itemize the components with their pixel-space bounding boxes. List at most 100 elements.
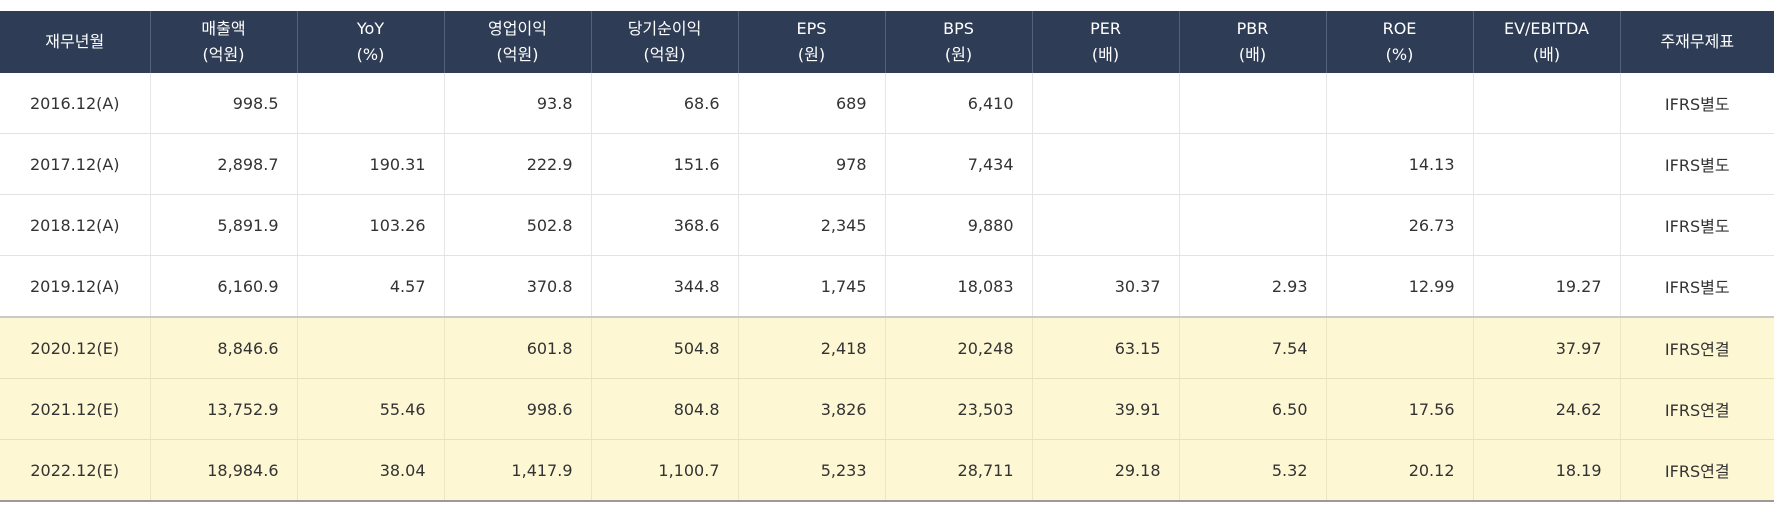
table-cell: 5.32 (1178, 439, 1326, 502)
column-header-label: YoY (356, 19, 385, 38)
table-cell: 28,711 (884, 439, 1032, 502)
table-cell: 12.99 (1325, 255, 1473, 318)
table-cell: 20,248 (884, 316, 1032, 379)
column-header-label: 재무년월 (45, 32, 105, 51)
column-header: PBR (배) (1178, 11, 1326, 73)
table-cell: IFRS별도 (1619, 194, 1774, 256)
table-cell: IFRS별도 (1619, 255, 1774, 318)
table-cell: 18.19 (1472, 439, 1620, 502)
table-cell: 2022.12(E) (0, 439, 150, 502)
column-header-unit: (억원) (202, 45, 245, 64)
table-row: 2017.12(A) 2,898.7 190.31 222.9 151.6 978 7,43… (0, 133, 1774, 195)
table-cell: 1,417.9 (443, 439, 591, 502)
table-cell (296, 316, 444, 379)
table-cell: 6.50 (1178, 378, 1326, 440)
table-cell: 502.8 (443, 194, 591, 256)
table-cell: 103.26 (296, 194, 444, 256)
column-header-unit: (배) (1238, 45, 1267, 64)
table-row: 2021.12(E) 13,752.9 55.46 998.6 804.8 3,826 23… (0, 378, 1774, 440)
table-cell: 93.8 (443, 73, 591, 134)
column-header: 주재무제표 (1619, 11, 1774, 73)
table-cell: 1,745 (737, 255, 885, 318)
table-cell: 63.15 (1031, 316, 1179, 379)
table-cell: 55.46 (296, 378, 444, 440)
table-cell (296, 73, 444, 134)
column-header: EPS (원) (737, 11, 885, 73)
table-cell: 19.27 (1472, 255, 1620, 318)
column-header-unit: (억원) (496, 45, 539, 64)
column-header-unit: (배) (1091, 45, 1120, 64)
column-header-label: PER (1090, 19, 1121, 38)
table-cell (1472, 194, 1620, 256)
table-cell: 2020.12(E) (0, 316, 150, 379)
table-cell: IFRS별도 (1619, 73, 1774, 134)
table-cell (1178, 133, 1326, 195)
column-header: 당기순이익 (억원) (590, 11, 738, 73)
table-cell: 2.93 (1178, 255, 1326, 318)
table-cell: 7.54 (1178, 316, 1326, 379)
table-row: 2022.12(E) 18,984.6 38.04 1,417.9 1,100.7 5,2… (0, 439, 1774, 502)
table-cell: 5,233 (737, 439, 885, 502)
table-cell: 39.91 (1031, 378, 1179, 440)
table-cell: 29.18 (1031, 439, 1179, 502)
table-cell (1325, 73, 1473, 134)
table-cell: 37.97 (1472, 316, 1620, 379)
table-cell: 6,160.9 (149, 255, 297, 318)
table-cell (1178, 194, 1326, 256)
table-cell: 978 (737, 133, 885, 195)
table-cell: 151.6 (590, 133, 738, 195)
financial-summary-table: 재무년월 매출액 (억원) YoY (%) 영업이익 (억원) 당기순이익 (억원) EPS (원)… (0, 11, 1774, 502)
table-cell: 2021.12(E) (0, 378, 150, 440)
table-cell: IFRS연결 (1619, 378, 1774, 440)
table-cell: 2,418 (737, 316, 885, 379)
column-header-unit: (%) (1385, 45, 1414, 64)
table-cell (1472, 133, 1620, 195)
column-header: ROE (%) (1325, 11, 1473, 73)
column-header-label: BPS (943, 19, 974, 38)
column-header-unit: (원) (944, 45, 973, 64)
table-cell: 1,100.7 (590, 439, 738, 502)
table-cell: 370.8 (443, 255, 591, 318)
table-cell: 2017.12(A) (0, 133, 150, 195)
column-header: 재무년월 (0, 11, 150, 73)
table-cell (1325, 316, 1473, 379)
table-cell: 26.73 (1325, 194, 1473, 256)
table-cell: IFRS연결 (1619, 439, 1774, 502)
column-header: BPS (원) (884, 11, 1032, 73)
table-cell: 504.8 (590, 316, 738, 379)
table-cell: 368.6 (590, 194, 738, 256)
table-cell: 18,984.6 (149, 439, 297, 502)
column-header-label: ROE (1382, 19, 1417, 38)
table-body: 2016.12(A) 998.5 93.8 68.6 689 6,410 IFRS별도 201… (0, 73, 1774, 502)
table-header: 재무년월 매출액 (억원) YoY (%) 영업이익 (억원) 당기순이익 (억원) EPS (원)… (0, 11, 1774, 73)
table-cell: 20.12 (1325, 439, 1473, 502)
table-row: 2018.12(A) 5,891.9 103.26 502.8 368.6 2,345 9,… (0, 194, 1774, 256)
table-cell: 24.62 (1472, 378, 1620, 440)
table-cell (1031, 194, 1179, 256)
table-cell: 38.04 (296, 439, 444, 502)
table-cell (1031, 133, 1179, 195)
table-cell: 2,345 (737, 194, 885, 256)
financial-summary-table-container: 재무년월 매출액 (억원) YoY (%) 영업이익 (억원) 당기순이익 (억원) EPS (원)… (0, 11, 1774, 502)
column-header-unit: (원) (797, 45, 826, 64)
table-cell: 804.8 (590, 378, 738, 440)
column-header-label: 당기순이익 (627, 19, 702, 38)
table-cell (1178, 73, 1326, 134)
table-cell (1031, 73, 1179, 134)
table-cell: 8,846.6 (149, 316, 297, 379)
table-cell: 2018.12(A) (0, 194, 150, 256)
table-cell: 4.57 (296, 255, 444, 318)
column-header-label: EPS (796, 19, 827, 38)
table-row: 2016.12(A) 998.5 93.8 68.6 689 6,410 IFRS별도 (0, 73, 1774, 134)
table-cell: 14.13 (1325, 133, 1473, 195)
table-cell: 601.8 (443, 316, 591, 379)
table-cell: 689 (737, 73, 885, 134)
table-cell: 3,826 (737, 378, 885, 440)
column-header-unit: (억원) (643, 45, 686, 64)
column-header: PER (배) (1031, 11, 1179, 73)
table-cell: 222.9 (443, 133, 591, 195)
table-row: 2019.12(A) 6,160.9 4.57 370.8 344.8 1,745 18,0… (0, 255, 1774, 318)
table-cell: 5,891.9 (149, 194, 297, 256)
table-cell (1472, 73, 1620, 134)
column-header: 매출액 (억원) (149, 11, 297, 73)
